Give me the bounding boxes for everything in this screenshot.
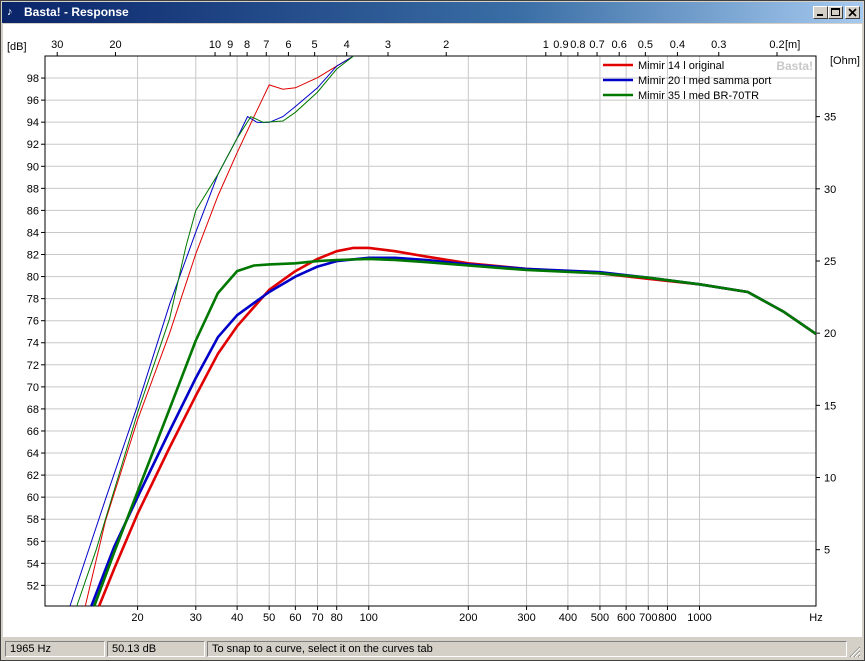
spl-curve-3 <box>93 257 817 607</box>
y-left-tick-label: 78 <box>27 294 39 306</box>
wavelength-tick-label: 0.8 <box>570 39 585 51</box>
x-tick-label: 70 <box>311 612 323 624</box>
y-left-tick-label: 96 <box>27 95 39 107</box>
y-right-tick-label: 15 <box>824 400 836 412</box>
x-tick-label: 50 <box>263 612 275 624</box>
x-tick-label: 400 <box>559 612 577 624</box>
x-tick-label: 100 <box>360 612 378 624</box>
y-left-tick-label: 54 <box>27 558 39 570</box>
spl-curve-1 <box>97 246 817 607</box>
x-tick-label: 800 <box>658 612 676 624</box>
y-left-tick-label: 66 <box>27 426 39 438</box>
wavelength-tick-label: 7 <box>263 39 269 51</box>
impedance-curve-2 <box>69 55 354 607</box>
legend-label-1: Mimir 14 l original <box>638 60 724 72</box>
wavelength-tick-label: 0.7 <box>589 39 604 51</box>
y-left-tick-label: 86 <box>27 205 39 217</box>
x-tick-label: 600 <box>617 612 635 624</box>
minimize-icon <box>817 14 823 16</box>
y-left-tick-label: 84 <box>27 227 39 239</box>
x-tick-label: 700 <box>639 612 657 624</box>
wavelength-tick-label: 0.4 <box>670 39 685 51</box>
response-chart[interactable]: Basta!30 20 10 9 8 7 6 5 4 3 2 1 0.9 0.8 0.7 0.6 0.5 0.4 0… <box>3 24 862 637</box>
y-left-tick-label: 94 <box>27 117 39 129</box>
y-left-tick-label: 64 <box>27 448 39 460</box>
x-tick-label: 30 <box>190 612 202 624</box>
x-tick-label: 1000 <box>687 612 711 624</box>
wavelength-tick-label: 20 <box>109 39 121 51</box>
y-left-tick-label: 68 <box>27 404 39 416</box>
status-frequency: 1965 Hz <box>5 641 105 657</box>
x-tick-label: 40 <box>231 612 243 624</box>
y-left-tick-label: 88 <box>27 183 39 195</box>
y-left-tick-label: 52 <box>27 580 39 592</box>
legend-label-2: Mimir 20 l med samma port <box>638 75 771 87</box>
close-button[interactable] <box>845 6 860 19</box>
wavelength-tick-label: 9 <box>227 39 233 51</box>
y-right-tick-label: 35 <box>824 112 836 124</box>
y-left-tick-label: 58 <box>27 514 39 526</box>
plot-frame <box>44 55 817 607</box>
wavelength-tick-label: 0.6 <box>612 39 627 51</box>
x-unit-label: Hz <box>809 612 822 624</box>
y-right-tick-label: 25 <box>824 256 836 268</box>
x-tick-label: 20 <box>131 612 143 624</box>
chart-watermark: Basta! <box>776 59 813 73</box>
spl-curve-2 <box>90 256 817 607</box>
wavelength-tick-label: 5 <box>312 39 318 51</box>
wavelength-tick-label: 2 <box>443 39 449 51</box>
y-left-tick-label: 62 <box>27 470 39 482</box>
y-left-tick-label: 74 <box>27 338 39 350</box>
basta-logo-icon: ♪ <box>7 6 13 18</box>
title-bar[interactable]: ♪ Basta! - Response <box>2 2 863 23</box>
wavelength-tick-label: 3 <box>385 39 391 51</box>
window-title: Basta! - Response <box>24 5 129 19</box>
x-tick-label: 200 <box>459 612 477 624</box>
resize-grip-icon[interactable] <box>849 646 861 658</box>
minimize-button[interactable] <box>813 6 828 19</box>
impedance-curve-1 <box>84 55 354 607</box>
wavelength-tick-label: 10 <box>209 39 221 51</box>
x-tick-label: 500 <box>591 612 609 624</box>
y-left-tick-label: 80 <box>27 272 39 284</box>
y-left-tick-label: 98 <box>27 73 39 85</box>
y-left-tick-label: 72 <box>27 360 39 372</box>
y-right-unit-label: [Ohm] <box>830 55 860 67</box>
y-left-unit-label: [dB] <box>7 41 27 53</box>
maximize-button[interactable] <box>828 6 843 19</box>
y-right-tick-label: 20 <box>824 328 836 340</box>
y-left-tick-label: 76 <box>27 316 39 328</box>
y-left-tick-label: 90 <box>27 161 39 173</box>
wavelength-tick-label: 0.2 <box>769 39 784 51</box>
y-right-tick-label: 10 <box>824 473 836 485</box>
status-hint: To snap to a curve, select it on the cur… <box>207 641 847 657</box>
x-tick-label: 80 <box>331 612 343 624</box>
y-left-tick-label: 56 <box>27 536 39 548</box>
status-bar: 1965 Hz 50.13 dB To snap to a curve, sel… <box>3 639 862 659</box>
wavelength-tick-label: 6 <box>285 39 291 51</box>
legend-label-3: Mimir 35 l med BR-70TR <box>638 90 759 102</box>
status-level: 50.13 dB <box>107 641 205 657</box>
x-tick-label: 60 <box>289 612 301 624</box>
y-left-tick-label: 70 <box>27 382 39 394</box>
wavelength-tick-label: 0.3 <box>711 39 726 51</box>
close-icon <box>848 8 857 17</box>
response-plot-area[interactable]: Basta! 30 20 10 9 8 7 6 5 4 3 2 1 0.9 0.8 0.7 0.6 0.5 0.4 0… <box>3 24 862 637</box>
y-left-tick-label: 82 <box>27 250 39 262</box>
y-left-tick-label: 92 <box>27 139 39 151</box>
x-tick-label: 300 <box>517 612 535 624</box>
y-right-tick-label: 30 <box>824 184 836 196</box>
wavelength-unit-label: [m] <box>785 39 800 51</box>
maximize-icon <box>831 8 840 16</box>
wavelength-tick-label: 0.5 <box>638 39 653 51</box>
wavelength-tick-label: 30 <box>51 39 63 51</box>
y-right-tick-label: 5 <box>824 545 830 557</box>
impedance-curve-3 <box>76 55 354 607</box>
wavelength-tick-label: 4 <box>344 39 350 51</box>
wavelength-tick-label: 1 <box>543 39 549 51</box>
wavelength-tick-label: 0.9 <box>553 39 568 51</box>
wavelength-tick-label: 8 <box>244 39 250 51</box>
y-left-tick-label: 60 <box>27 492 39 504</box>
